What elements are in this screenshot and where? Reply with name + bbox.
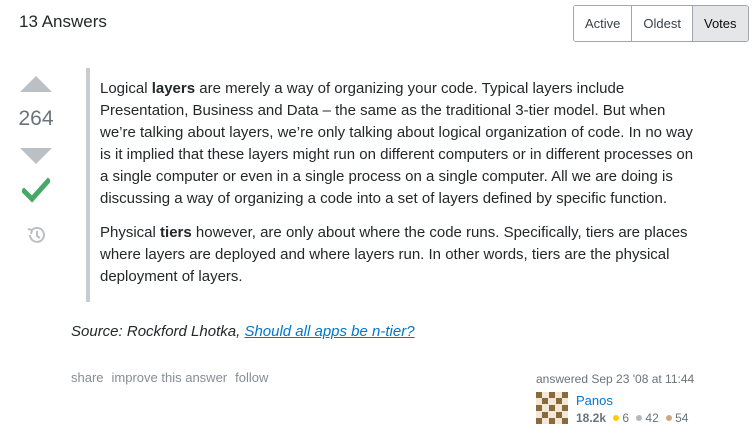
bronze-count: 54: [675, 411, 689, 425]
vote-count: 264: [18, 107, 54, 130]
source-link[interactable]: Should all apps be n-tier?: [244, 323, 415, 340]
gold-badge-icon: [613, 415, 620, 421]
share-link[interactable]: share: [71, 370, 104, 385]
upvote-arrow-icon[interactable]: [20, 76, 52, 92]
history-icon[interactable]: [25, 224, 47, 246]
bronze-badge-icon: [666, 415, 673, 421]
source-line: Source: Rockford Lhotka, Should all apps…: [71, 323, 415, 340]
tab-oldest[interactable]: Oldest: [632, 6, 693, 41]
bronze-badge: 54: [666, 411, 688, 425]
silver-badge-icon: [636, 415, 643, 421]
answer-paragraph-1: Logical layers are merely a way of organ…: [100, 78, 700, 210]
answers-count: 13 Answers: [19, 12, 107, 31]
reputation-line: 18.2k 6 42 54: [576, 411, 692, 425]
gold-badge: 6: [613, 411, 629, 425]
follow-link[interactable]: follow: [235, 370, 269, 385]
tab-active[interactable]: Active: [574, 6, 633, 41]
bold-term-tiers: tiers: [160, 224, 192, 241]
user-name-link[interactable]: Panos: [576, 393, 613, 408]
tab-votes[interactable]: Votes: [692, 6, 748, 41]
sort-tabs: Active Oldest Votes: [573, 5, 749, 42]
answered-timestamp: answered Sep 23 '08 at 11:44: [536, 372, 695, 386]
text: Physical: [100, 224, 161, 241]
silver-badge: 42: [636, 411, 659, 425]
silver-count: 42: [645, 411, 659, 425]
gold-count: 6: [622, 411, 630, 425]
reputation-score: 18.2k: [576, 411, 607, 425]
user-avatar[interactable]: [536, 392, 568, 424]
user-card: answered Sep 23 '08 at 11:44 Panos 18.2k…: [536, 372, 736, 425]
text: are merely a way of organizing your code…: [100, 80, 694, 207]
answer-blockquote: Logical layers are merely a way of organ…: [86, 68, 706, 302]
text: Logical: [100, 80, 152, 97]
text: however, are only about where the code r…: [100, 224, 688, 285]
source-prefix: Source: Rockford Lhotka,: [71, 323, 245, 340]
accepted-checkmark-icon: [22, 177, 50, 203]
answer-paragraph-2: Physical tiers however, are only about w…: [100, 222, 700, 288]
downvote-arrow-icon[interactable]: [20, 148, 52, 164]
post-menu: share improve this answer follow: [71, 370, 276, 385]
bold-term-layers: layers: [151, 80, 196, 97]
improve-answer-link[interactable]: improve this answer: [111, 370, 228, 385]
